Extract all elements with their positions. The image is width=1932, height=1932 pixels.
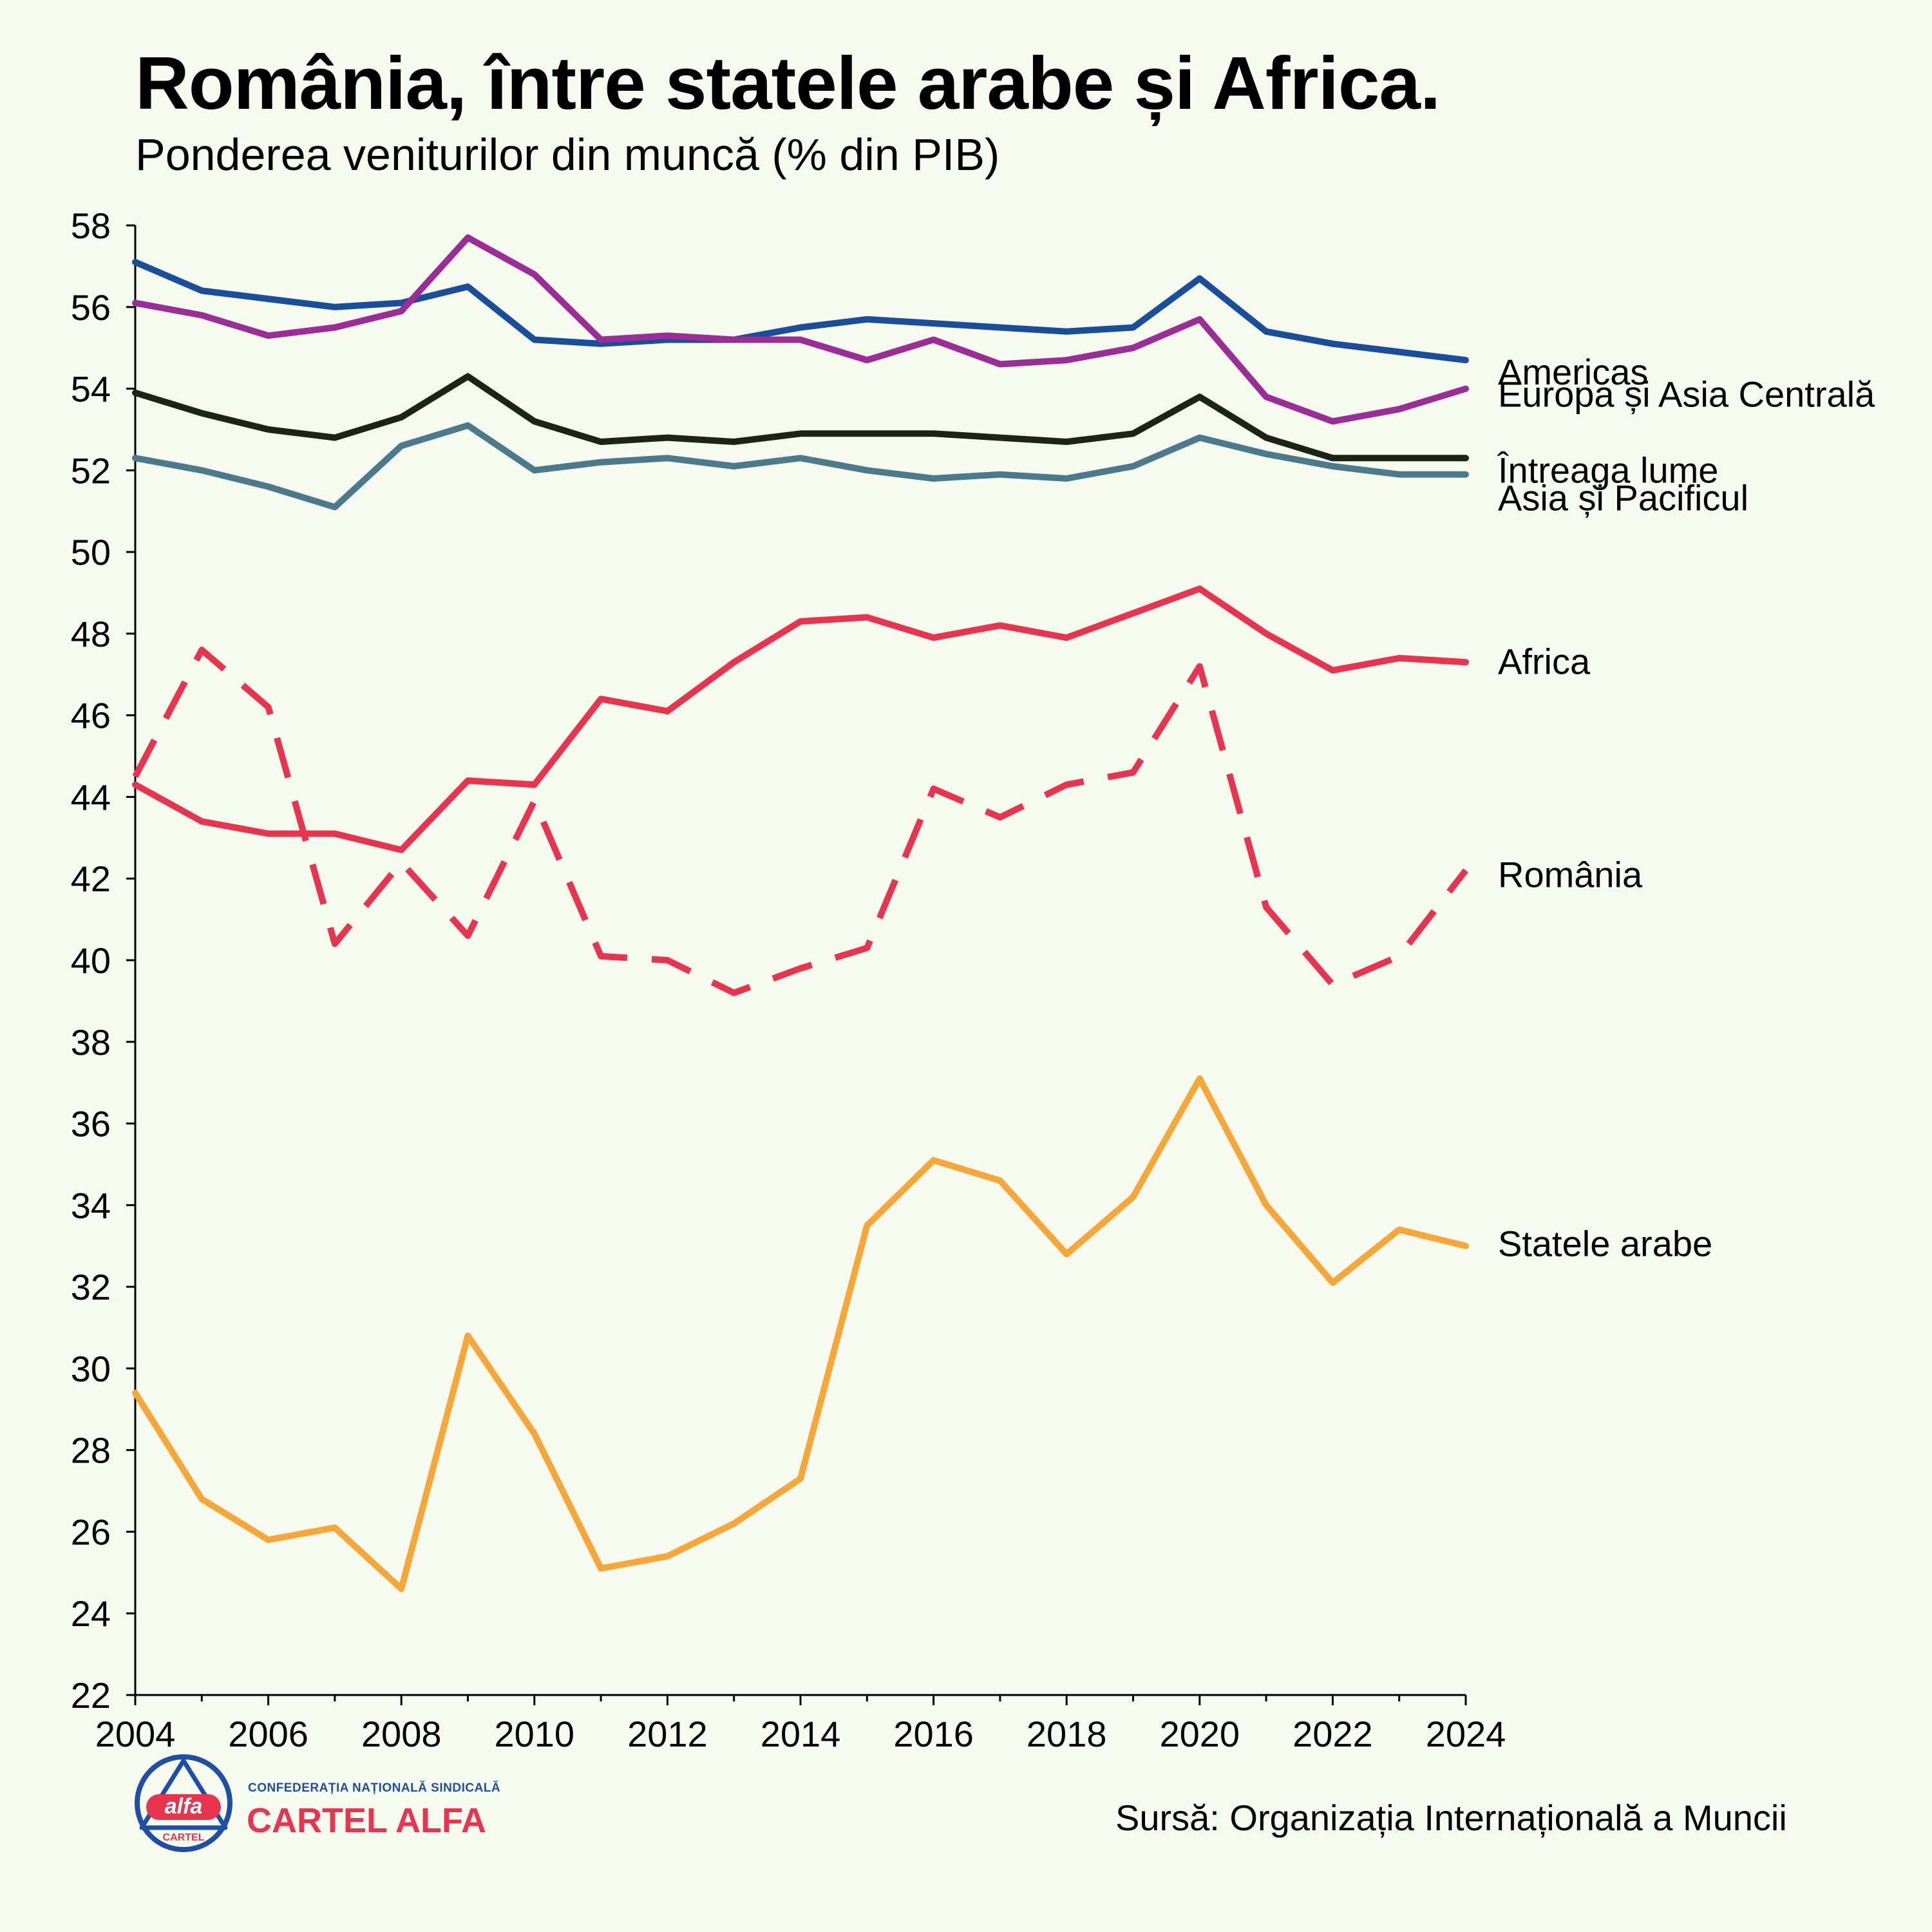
x-tick-label: 2004 (95, 1714, 176, 1754)
series-line-6 (132, 1075, 1469, 1593)
series-label-2: Întreaga lume (1497, 450, 1718, 490)
x-tick-label: 2006 (228, 1714, 308, 1754)
x-tick-label: 2016 (893, 1714, 974, 1754)
y-tick-label: 30 (71, 1349, 111, 1389)
x-tick-label: 2010 (495, 1714, 575, 1754)
org-tagline: CONFEDERAȚIA NAȚIONALĂ SINDICALĂ (248, 1781, 501, 1795)
y-tick-label: 44 (71, 777, 111, 817)
y-tick-label: 28 (71, 1430, 111, 1471)
source-note: Sursă: Organizația Internațională a Munc… (1115, 1797, 1787, 1838)
series-line-5 (132, 647, 1468, 996)
y-tick-label: 54 (71, 369, 111, 410)
x-tick-label: 2012 (627, 1714, 708, 1754)
x-tick-label: 2022 (1293, 1714, 1373, 1754)
series-line-1 (132, 234, 1469, 425)
x-tick-label: 2018 (1027, 1714, 1107, 1754)
series-line-4 (132, 585, 1469, 853)
y-tick-label: 58 (71, 205, 111, 246)
y-tick-label: 36 (71, 1104, 111, 1144)
org-name: CARTEL ALFA (247, 1801, 486, 1840)
x-tick-label: 2020 (1160, 1714, 1240, 1754)
chart-tick-labels: 22 24 26 28 30 32 34 36 38 40 42 44 46 48 50 52 54 56 58 20… (71, 205, 1506, 1754)
chart-title: România, între statele arabe și Africa. (135, 41, 1441, 125)
y-tick-label: 56 (71, 287, 111, 328)
y-tick-label: 24 (71, 1593, 111, 1634)
series-label-6: Statele arabe (1498, 1224, 1712, 1264)
series-line-2 (132, 373, 1469, 462)
chart-series-lines (132, 234, 1469, 1593)
y-tick-label: 42 (71, 858, 111, 899)
logo-word: alfa (165, 1794, 203, 1819)
chart-subtitle: Ponderea veniturilor din muncă (% din PI… (135, 129, 1000, 180)
series-label-1: Europa și Asia Centrală (1498, 374, 1875, 415)
y-tick-label: 40 (71, 940, 111, 981)
y-tick-label: 38 (71, 1022, 111, 1063)
x-tick-label: 2008 (361, 1714, 442, 1754)
y-tick-label: 34 (71, 1185, 111, 1226)
x-tick-label: 2024 (1426, 1714, 1506, 1754)
x-tick-label: 2014 (761, 1714, 841, 1754)
series-label-0: Americas (1498, 352, 1648, 392)
y-tick-label: 52 (71, 450, 111, 491)
series-label-5: România (1498, 855, 1643, 895)
cartel-alfa-logo: alfa CARTEL (135, 1754, 232, 1852)
logo-sub: CARTEL (163, 1832, 205, 1843)
series-label-4: Africa (1498, 641, 1591, 681)
series-label-3: Asia și Pacificul (1498, 478, 1748, 518)
y-tick-label: 50 (71, 532, 111, 573)
chart-axes (126, 224, 1467, 1705)
y-tick-label: 46 (71, 696, 111, 736)
y-tick-label: 32 (71, 1267, 111, 1307)
y-tick-label: 26 (71, 1511, 111, 1552)
series-line-3 (132, 422, 1469, 511)
y-tick-label: 48 (71, 614, 111, 654)
series-line-0 (132, 259, 1469, 364)
y-tick-label: 22 (71, 1675, 111, 1716)
